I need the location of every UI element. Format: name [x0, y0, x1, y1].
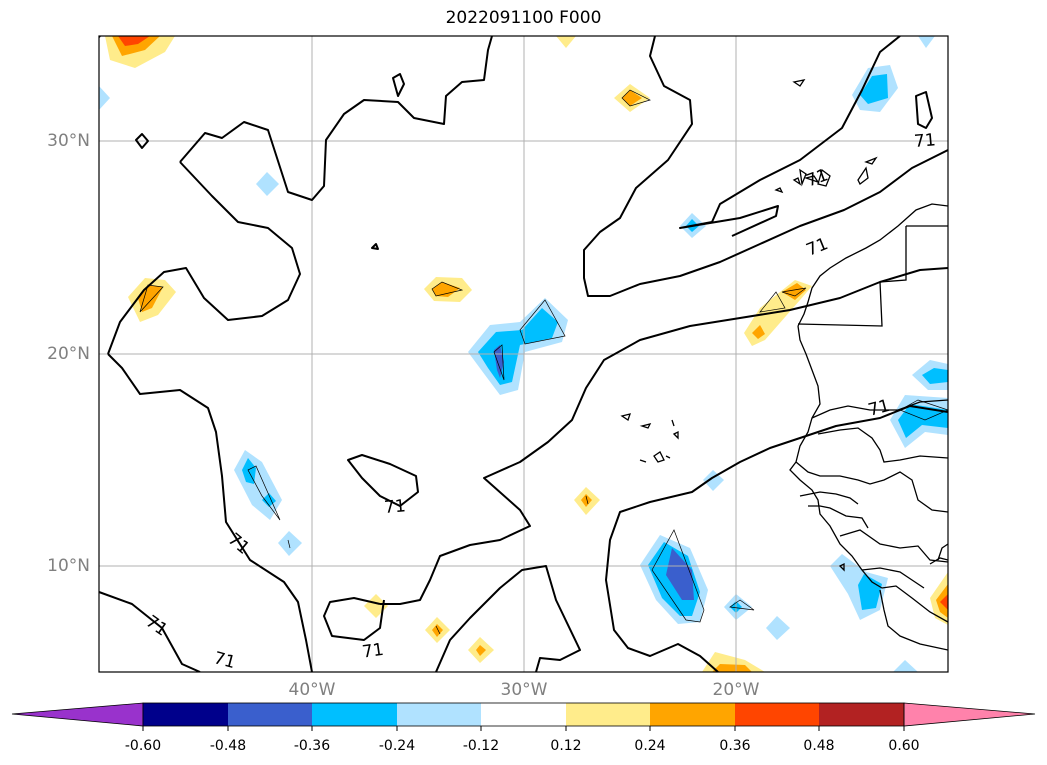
colorbar-tick-label: -0.12 — [462, 738, 500, 754]
colorbar-tick-label: 0.24 — [634, 738, 666, 754]
colorbar-bin — [650, 703, 735, 726]
colorbar-bin — [143, 703, 228, 726]
cold-anomaly-blob — [99, 86, 110, 110]
colorbar-frame — [142, 702, 905, 727]
warm-anomaly-blob — [744, 280, 812, 346]
cold-anomaly-blob — [278, 531, 302, 556]
longitude-label-20w: 20°W — [712, 680, 760, 700]
colorbar-bin — [397, 703, 481, 726]
colorbar-tick-label: -0.48 — [209, 738, 247, 754]
shaded-anomalies — [99, 36, 948, 672]
cold-anomaly-blob — [852, 65, 898, 112]
map-plot-area — [99, 36, 948, 672]
colorbar-bin — [566, 703, 650, 726]
colorbar-tick-label: -0.36 — [293, 738, 331, 754]
cold-anomaly-blob — [640, 535, 708, 624]
cold-anomaly-blob — [766, 616, 790, 640]
cold-anomaly-blob — [912, 360, 948, 390]
colorbar-bin — [481, 703, 566, 726]
colorbar-tick-label: 0.12 — [550, 738, 582, 754]
colorbar — [11, 702, 1036, 731]
thin-contours — [139, 89, 948, 635]
warm-anomaly-blob — [614, 84, 650, 112]
warm-anomaly-blob — [468, 637, 494, 663]
colorbar-bin — [228, 703, 312, 726]
colorbar-tick-label: 0.36 — [719, 738, 751, 754]
contour-label: 71 — [383, 496, 406, 518]
page-title: 2022091100 F000 — [445, 8, 602, 28]
latitude-label-30n: 30°N — [47, 131, 90, 151]
cold-anomaly-blob — [893, 660, 918, 672]
warm-anomaly-blob — [556, 36, 576, 48]
colorbar-bin — [819, 703, 904, 726]
longitude-label-40w: 40°W — [288, 680, 336, 700]
colorbar-tick-label: 0.48 — [803, 738, 835, 754]
warm-anomaly-blob — [425, 617, 450, 643]
warm-anomaly-blob — [702, 652, 765, 672]
warm-anomaly-blob — [105, 36, 175, 68]
colorbar-extend-low — [11, 702, 144, 727]
contour-label: 71 — [913, 130, 936, 152]
latitude-label-10n: 10°N — [47, 556, 90, 576]
cold-anomaly-blob — [256, 172, 279, 196]
colorbar-bin — [735, 703, 819, 726]
contour-label: 71 — [361, 640, 385, 663]
latitude-label-20n: 20°N — [47, 344, 90, 364]
colorbar-tick-label: -0.60 — [124, 738, 162, 754]
cold-anomaly-blob — [918, 36, 935, 48]
colorbar-bin — [312, 703, 397, 726]
longitude-label-30w: 30°W — [500, 680, 548, 700]
colorbar-tick-label: 0.60 — [888, 738, 920, 754]
coastlines — [620, 79, 948, 651]
thick-contours — [99, 36, 948, 672]
map-frame — [98, 35, 949, 673]
cold-anomaly-blob — [468, 298, 568, 395]
colorbar-tick-label: -0.24 — [378, 738, 416, 754]
colorbar-extend-high — [903, 702, 1036, 727]
warm-anomaly-blob — [930, 572, 948, 625]
